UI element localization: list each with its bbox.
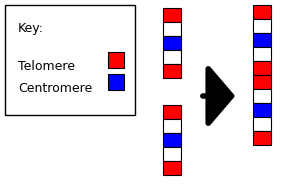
Bar xyxy=(253,5,271,19)
Bar xyxy=(163,105,181,119)
Bar xyxy=(163,64,181,78)
Bar xyxy=(163,147,181,161)
Bar xyxy=(253,75,271,89)
Bar xyxy=(163,161,181,175)
Bar xyxy=(253,47,271,61)
Text: Centromere: Centromere xyxy=(18,82,92,95)
Bar xyxy=(253,33,271,47)
Bar xyxy=(253,19,271,33)
Bar xyxy=(253,131,271,145)
Bar xyxy=(253,103,271,117)
Bar xyxy=(163,8,181,22)
Bar xyxy=(163,36,181,50)
Bar xyxy=(163,50,181,64)
Bar xyxy=(253,61,271,75)
Bar xyxy=(108,74,124,90)
Bar xyxy=(163,119,181,133)
Bar xyxy=(108,52,124,68)
Bar xyxy=(253,117,271,131)
Bar xyxy=(253,89,271,103)
Text: Telomere: Telomere xyxy=(18,60,75,73)
Bar xyxy=(163,133,181,147)
Bar xyxy=(5,5,135,115)
Bar xyxy=(163,22,181,36)
Text: Key:: Key: xyxy=(18,22,44,35)
